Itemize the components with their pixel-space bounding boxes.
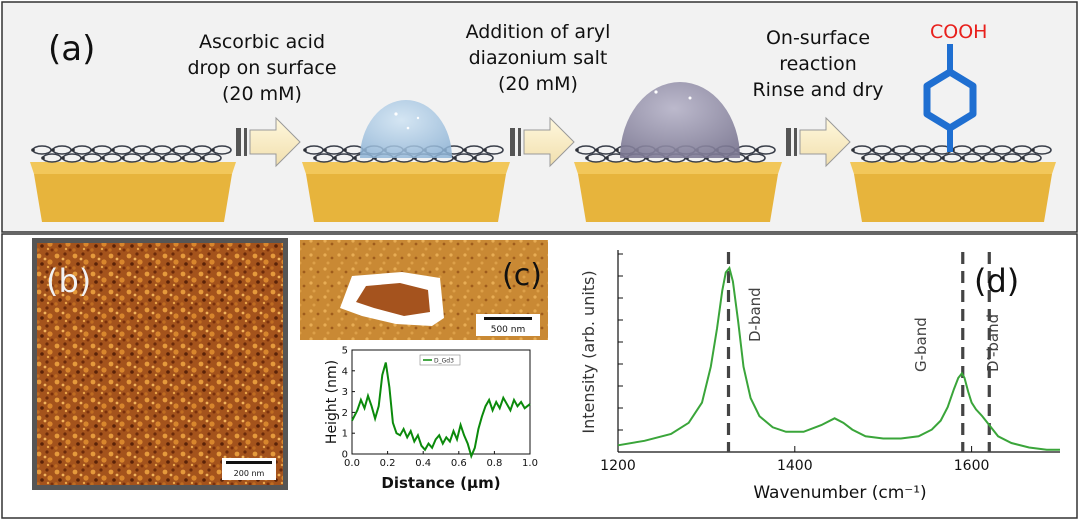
raman-xlabel: Wavenumber (cm⁻¹)	[753, 483, 926, 503]
d-band-label: D-band	[746, 287, 764, 342]
profile-plot-frame	[351, 349, 531, 455]
profile-xtick-label: 0.0	[344, 458, 360, 469]
profile-legend-label: D_Gd3	[434, 358, 454, 365]
afm-image-b	[37, 243, 283, 485]
profile-xtick-label: 0.8	[486, 458, 502, 469]
ascorbic-acid-droplet	[360, 100, 452, 158]
process-arrow-3	[786, 116, 851, 168]
step1-line3: (20 mM)	[222, 83, 302, 105]
substrate-4	[850, 145, 1056, 222]
panel-b: (b) 200 nm	[32, 238, 288, 490]
raman-xtick-label: 1200	[600, 458, 636, 474]
scalebar-b	[226, 461, 272, 464]
profile-series-line	[351, 362, 531, 460]
step3-line2: reaction	[779, 53, 857, 75]
graphene-flake	[356, 283, 430, 316]
substrate-2	[302, 100, 510, 222]
d-prime-band-label: D′-band	[984, 314, 1002, 372]
step3-line3: Rinse and dry	[752, 79, 883, 101]
step2-line3: (20 mM)	[498, 73, 578, 95]
profile-xtick-label: 0.4	[415, 458, 431, 469]
scalebar-b-label: 200 nm	[234, 469, 265, 478]
process-arrow-2	[510, 116, 575, 168]
scalebar-c-label: 500 nm	[491, 325, 526, 335]
profile-ytick-label: 4	[342, 366, 348, 377]
raman-series-line	[617, 265, 1060, 451]
substrate-3	[574, 82, 782, 222]
panel-c-label: (c)	[502, 258, 542, 293]
step2-line2: diazonium salt	[469, 47, 608, 69]
raman-ylabel: Intensity (arb. units)	[579, 270, 598, 433]
profile-legend-box	[419, 354, 461, 366]
profile-ytick-label: 0	[342, 450, 348, 461]
substrate-1	[30, 145, 236, 222]
profile-ylabel: Height (nm)	[324, 360, 340, 444]
profile-ytick-label: 5	[342, 346, 348, 357]
profile-xtick-label: 0.2	[380, 458, 396, 469]
panel-b-label: (b)	[46, 262, 91, 300]
step1-line1: Ascorbic acid	[199, 31, 325, 53]
profile-ytick-label: 1	[342, 429, 348, 440]
graphene-sheet-4	[851, 145, 1052, 163]
step1-line2: drop on surface	[187, 57, 336, 79]
process-arrow-1	[236, 116, 301, 168]
profile-xtick-label: 0.6	[451, 458, 467, 469]
profile-xtick-label: 1.0	[522, 458, 538, 469]
profile-ytick-label: 2	[342, 408, 348, 419]
raman-xtick-label: 1400	[777, 458, 813, 474]
height-profile-chart: 0 1 2 3 4 5 0.0 0.2 0.4 0.6 0.8 1.0 D_Gd3 Height (…	[324, 346, 538, 493]
profile-ytick-label: 3	[342, 387, 348, 398]
graphene-sheet-1	[31, 145, 232, 163]
panel-a-label: (a)	[48, 29, 95, 69]
panel-d: 1200 1400 1600 Intensity (arb. units) Wave…	[579, 250, 1060, 503]
step3-line1: On-surface	[766, 27, 870, 49]
g-band-label: G-band	[912, 317, 930, 372]
panel-c: (c) 500 nm 0 1 2 3 4 5 0.0 0.2 0.4 0.6 0.8 1.0 D_G…	[300, 240, 548, 492]
profile-xlabel: Distance (μm)	[381, 474, 500, 492]
step2-line1: Addition of aryl	[466, 21, 611, 43]
raman-xtick-label: 1600	[954, 458, 990, 474]
panel-a: (a) Ascorbic acid drop on surface (20 mM…	[1, 1, 1078, 233]
carboxyphenyl-molecule: COOH	[923, 21, 987, 152]
panel-d-label: (d)	[974, 262, 1019, 300]
cooh-label: COOH	[930, 21, 987, 43]
scalebar-c	[484, 317, 532, 320]
diazonium-droplet	[620, 82, 740, 158]
